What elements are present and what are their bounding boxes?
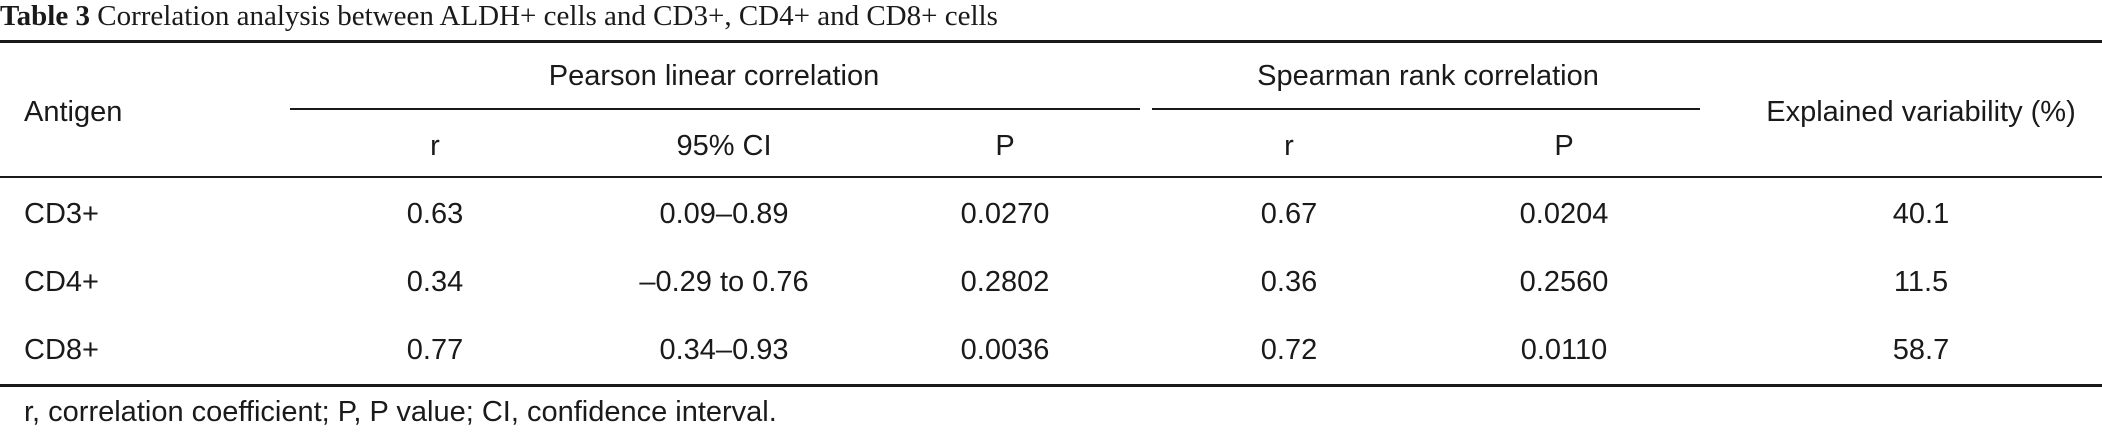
row-cd8-pearson-p: 0.0036 [960, 334, 1050, 366]
row-cd4-variability: 11.5 [1893, 266, 1949, 298]
table-caption: Table 3 Correlation analysis between ALD… [0, 0, 998, 32]
spearman-group-rule [1152, 108, 1700, 110]
row-cd3-spearman-r: 0.67 [1260, 198, 1318, 230]
row-cd8-pearson-r: 0.77 [406, 334, 464, 366]
row-cd8-spearman-r: 0.72 [1260, 334, 1318, 366]
row-cd3-spearman-p: 0.0204 [1519, 198, 1609, 230]
table-number: Table 3 [0, 0, 90, 32]
row-cd4-spearman-r: 0.36 [1260, 266, 1318, 298]
row-cd4-ci: –0.29 to 0.76 [639, 266, 809, 298]
table-bottom-rule [0, 384, 2102, 387]
table-header-rule [0, 176, 2102, 178]
table-title: Correlation analysis between ALDH+ cells… [97, 0, 998, 32]
row-cd3-pearson-p: 0.0270 [960, 198, 1050, 230]
header-pearson-r: r [430, 130, 440, 162]
header-group-spearman: Spearman rank correlation [1257, 60, 1599, 92]
header-spearman-p: P [1554, 130, 1574, 162]
header-group-pearson: Pearson linear correlation [548, 60, 880, 92]
row-cd4-antigen: CD4+ [24, 266, 99, 298]
row-cd8-spearman-p: 0.0110 [1520, 334, 1608, 366]
header-pearson-ci: 95% CI [676, 130, 772, 162]
header-antigen: Antigen [24, 96, 123, 128]
table-top-rule [0, 40, 2102, 43]
pearson-group-rule [290, 108, 1140, 110]
table-footnote: r, correlation coefficient; P, P value; … [24, 396, 777, 428]
row-cd8-ci: 0.34–0.93 [659, 334, 789, 366]
row-cd3-antigen: CD3+ [24, 198, 99, 230]
row-cd3-ci: 0.09–0.89 [659, 198, 789, 230]
row-cd3-pearson-r: 0.63 [406, 198, 464, 230]
row-cd3-variability: 40.1 [1892, 198, 1950, 230]
row-cd4-pearson-p: 0.2802 [960, 266, 1050, 298]
header-spearman-r: r [1284, 130, 1294, 162]
header-explained-variability: Explained variability (%) [1766, 96, 2076, 128]
row-cd4-spearman-p: 0.2560 [1519, 266, 1609, 298]
header-pearson-p: P [995, 130, 1015, 162]
row-cd4-pearson-r: 0.34 [406, 266, 464, 298]
row-cd8-variability: 58.7 [1892, 334, 1950, 366]
row-cd8-antigen: CD8+ [24, 334, 99, 366]
